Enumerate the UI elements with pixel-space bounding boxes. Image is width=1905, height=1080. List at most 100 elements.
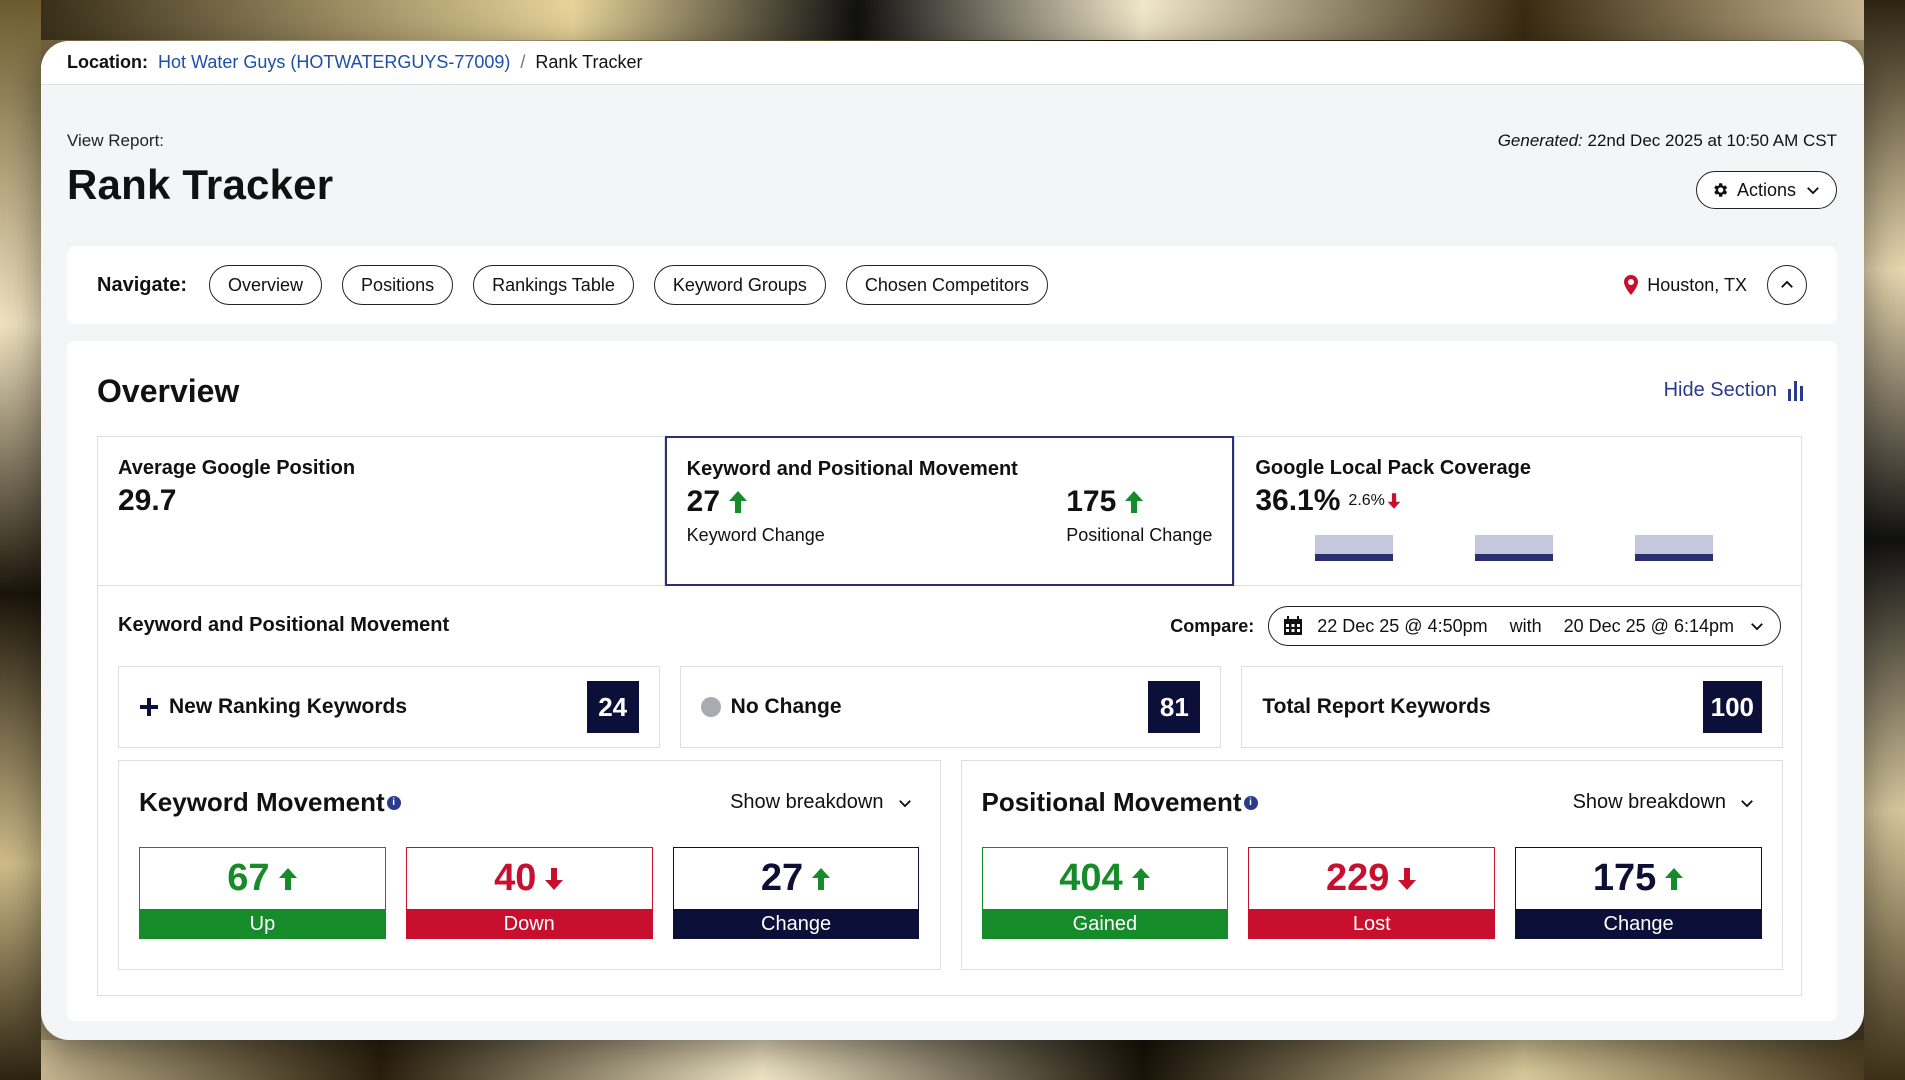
nav-pill-positions[interactable]: Positions (342, 265, 454, 305)
positional-movement-tiles: 404 Gained 229 Lost (981, 847, 1763, 939)
chevron-up-icon (1781, 280, 1793, 288)
stat-new-ranking-keywords[interactable]: New Ranking Keywords 24 (118, 666, 660, 748)
compare-date-from: 22 Dec 25 @ 4:50pm (1317, 615, 1488, 636)
location-bar: Location: Hot Water Guys (HOTWATERGUYS-7… (41, 41, 1864, 85)
tile-number: 229 (1248, 847, 1496, 909)
count-badge: 81 (1148, 681, 1201, 733)
stat-no-change[interactable]: No Change 81 (679, 666, 1222, 748)
info-icon[interactable]: i (386, 795, 401, 810)
actions-label: Actions (1736, 179, 1796, 200)
overview-cards: Average Google Position 29.7 Keyword and… (97, 436, 1803, 586)
positional-movement-title: Positional Movement i (982, 787, 1258, 818)
kpm-title: Keyword and Positional Movement (118, 614, 450, 636)
nav-pill-overview[interactable]: Overview (209, 265, 323, 305)
breakdown-label: Show breakdown (730, 791, 884, 813)
card-keyword-positional-movement[interactable]: Keyword and Positional Movement 27 Keywo… (664, 436, 1235, 586)
card-title: Google Local Pack Coverage (1255, 457, 1531, 479)
positional-movement-panel: Positional Movement i Show breakdown 404 (960, 760, 1783, 970)
local-pack-value: 36.1% (1255, 484, 1341, 517)
tile-down[interactable]: 40 Down (405, 847, 653, 939)
card-title: Average Google Position (118, 457, 356, 479)
stat-label: No Change (700, 695, 842, 719)
tile-caption: Up (139, 909, 386, 939)
tile-change[interactable]: 175 Change (1515, 847, 1762, 939)
tile-caption: Down (405, 909, 653, 939)
tile-lost[interactable]: 229 Lost (1248, 847, 1496, 939)
arrow-up-icon (278, 867, 297, 890)
stat-row: New Ranking Keywords 24 No Change 81 Tot… (118, 666, 1784, 748)
compare-with-label: with (1509, 615, 1542, 636)
card-value: 36.1% 2.6% (1255, 484, 1781, 518)
keyword-movement-tiles: 67 Up 40 Down (139, 847, 920, 939)
stat-label: New Ranking Keywords (139, 695, 407, 719)
overview-section: Overview Hide Section Average Google Pos… (67, 341, 1837, 1021)
local-pack-mini-chart (1315, 535, 1714, 561)
panel-title-text: Positional Movement (981, 787, 1242, 817)
stat-total-report-keywords[interactable]: Total Report Keywords 100 (1241, 666, 1784, 748)
card-average-google-position[interactable]: Average Google Position 29.7 (97, 436, 665, 586)
breadcrumb-current: Rank Tracker (535, 52, 643, 72)
positional-change-value: 175 (1066, 485, 1212, 519)
chevron-down-icon (1741, 799, 1753, 807)
gear-icon (1714, 183, 1728, 197)
nav-pill-rankings-table[interactable]: Rankings Table (473, 265, 634, 305)
navigate-label: Navigate: (97, 273, 188, 296)
positional-change-label: Positional Change (1066, 525, 1213, 545)
chevron-down-icon (898, 799, 911, 807)
tile-value: 229 (1326, 857, 1390, 899)
count-badge: 100 (1702, 681, 1763, 733)
card-title: Keyword and Positional Movement (686, 458, 1018, 480)
movement-detail-panel: Keyword and Positional Movement Compare:… (97, 586, 1802, 996)
location-link[interactable]: Hot Water Guys (HOTWATERGUYS-77009) (158, 52, 511, 72)
page-title: Rank Tracker (67, 161, 334, 208)
actions-button[interactable]: Actions (1695, 171, 1837, 209)
mini-bar (1635, 535, 1714, 561)
plus-icon (140, 698, 158, 716)
calendar-icon (1284, 616, 1303, 635)
no-change-dot-icon (700, 697, 721, 717)
tile-number: 40 (405, 847, 653, 909)
nav-pill-chosen-competitors[interactable]: Chosen Competitors (845, 265, 1048, 305)
arrow-up-icon (812, 867, 831, 890)
tile-value: 40 (494, 857, 537, 899)
arrow-up-icon (1665, 867, 1684, 890)
breakdown-label: Show breakdown (1572, 791, 1726, 813)
collapse-button[interactable] (1767, 265, 1807, 305)
tile-caption: Lost (1248, 909, 1496, 939)
app-window: Location: Hot Water Guys (HOTWATERGUYS-7… (41, 41, 1864, 1040)
navigate-bar: Navigate: Overview Positions Rankings Ta… (67, 246, 1837, 324)
generated-label: Generated: (1497, 131, 1583, 150)
keyword-change-number: 27 (686, 485, 721, 518)
compare-label: Compare: (1170, 615, 1255, 636)
location-chip-label: Houston, TX (1647, 274, 1747, 295)
tile-value: 67 (227, 857, 270, 899)
compare-date-to: 20 Dec 25 @ 6:14pm (1563, 615, 1734, 636)
overview-title: Overview (97, 373, 240, 409)
stat-label-text: New Ranking Keywords (169, 695, 408, 718)
compare-date-selector[interactable]: 22 Dec 25 @ 4:50pm with 20 Dec 25 @ 6:14… (1268, 606, 1781, 646)
keyword-movement-title: Keyword Movement i (139, 787, 401, 818)
tile-value: 27 (760, 857, 804, 899)
tile-number: 175 (1515, 847, 1762, 909)
tile-change[interactable]: 27 Change (672, 847, 920, 939)
show-breakdown-toggle[interactable]: Show breakdown (1573, 791, 1756, 814)
card-google-local-pack-coverage[interactable]: Google Local Pack Coverage 36.1% 2.6% (1234, 436, 1803, 586)
nav-pill-keyword-groups[interactable]: Keyword Groups (653, 265, 826, 305)
stat-label-text: No Change (730, 695, 842, 718)
hide-section-button[interactable]: Hide Section (1664, 379, 1805, 402)
info-icon[interactable]: i (1243, 795, 1258, 810)
breadcrumb-separator: / (520, 52, 526, 72)
arrow-down-icon (1387, 493, 1401, 509)
tile-gained[interactable]: 404 Gained (981, 847, 1229, 939)
positional-change-number: 175 (1066, 485, 1117, 518)
location-chip: Houston, TX (1623, 275, 1747, 296)
mini-bar (1315, 535, 1394, 561)
show-breakdown-toggle[interactable]: Show breakdown (730, 791, 913, 814)
tile-up[interactable]: 67 Up (139, 847, 386, 939)
generated-timestamp: Generated: 22nd Dec 2025 at 10:50 AM CST (1498, 131, 1837, 151)
movement-panels: Keyword Movement i Show breakdown 67 (118, 760, 1783, 970)
report-header: View Report: Rank Tracker Generated: 22n… (67, 131, 1837, 209)
tile-caption: Change (1515, 909, 1762, 939)
tile-number: 67 (139, 847, 386, 909)
tile-value: 404 (1059, 857, 1123, 899)
